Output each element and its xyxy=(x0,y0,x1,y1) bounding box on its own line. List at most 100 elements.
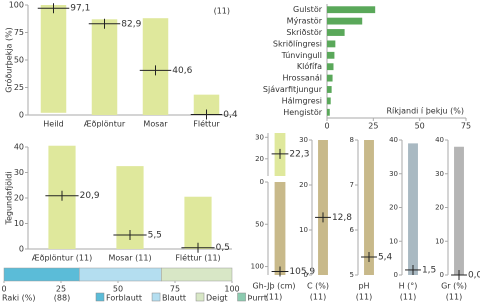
y-tick-label: 30 xyxy=(255,133,264,141)
y-axis-label: Tegundafjöldi xyxy=(5,171,14,225)
panel-count: (11) xyxy=(446,293,462,302)
range-bar xyxy=(364,140,374,275)
y-tick-label: Mýrastör xyxy=(287,17,323,26)
y-tick-label: 30 xyxy=(389,170,398,178)
range-bar xyxy=(408,143,418,275)
x-tick-label: Æðplöntur (11) xyxy=(32,254,92,263)
y-tick-label: 20 xyxy=(389,204,398,212)
value-label: 5,5 xyxy=(148,230,162,240)
bar xyxy=(327,63,334,71)
y-tick-label: 0 xyxy=(440,271,444,279)
x-tick-label: Æðplöntur xyxy=(84,120,126,129)
legend-swatch xyxy=(195,292,205,302)
panel-count: (11) xyxy=(400,293,416,302)
range-bar xyxy=(274,182,286,275)
x-tick-label: Mosar (11) xyxy=(108,254,151,263)
y-tick-label: 10 xyxy=(389,237,398,245)
y-tick-label: 40 xyxy=(14,143,24,152)
value-label: 105,9 xyxy=(289,267,315,277)
x-tick-label: 50 xyxy=(415,122,425,131)
y-tick-label: Hengistör xyxy=(283,108,323,117)
x-tick-label: 0 xyxy=(1,285,6,294)
x-tick-label: 50 xyxy=(113,285,123,294)
y-tick-label: Skriðlíngresi xyxy=(273,39,322,48)
x-tick-label: Fléttur xyxy=(193,119,220,129)
x-tick-label: 75 xyxy=(461,122,471,131)
x-tick-label: Mosar xyxy=(143,120,168,129)
y-tick-label: 25 xyxy=(14,83,24,92)
x-tick-label: 25 xyxy=(56,285,66,294)
y-tick-label: 40 xyxy=(389,136,398,144)
x-axis-label: Raki (%) xyxy=(2,294,36,303)
annotation: (11) xyxy=(214,7,230,16)
bar xyxy=(327,51,335,59)
y-tick-label: 6 xyxy=(350,226,355,234)
bar xyxy=(327,74,333,82)
bar xyxy=(327,108,330,116)
value-label: 5,4 xyxy=(378,253,393,263)
y-tick-label: 30 xyxy=(299,136,308,144)
panel-title: Gr (%) xyxy=(441,282,467,291)
x-tick-label: Fléttur (11) xyxy=(175,253,220,263)
range-bar xyxy=(40,5,67,113)
x-axis-label: Ríkjandi í þekju (%) xyxy=(386,107,464,116)
range-bar xyxy=(454,146,464,275)
value-label: 97,1 xyxy=(70,4,90,14)
panel-title: pH xyxy=(358,282,369,291)
value-label: 0,0 xyxy=(468,271,480,281)
range-bar xyxy=(318,140,328,275)
y-tick-label: 0 xyxy=(19,245,24,254)
segment xyxy=(3,267,80,282)
y-tick-label: 10 xyxy=(14,219,24,228)
legend-label: Blautt xyxy=(162,294,186,303)
y-tick-label: 20 xyxy=(299,181,308,189)
bar xyxy=(327,97,331,105)
panel-title: C (%) xyxy=(307,282,329,291)
range-bar xyxy=(91,19,118,115)
segment xyxy=(161,267,233,282)
panel-count: (11) xyxy=(266,293,282,302)
y-tick-label: Gulstör xyxy=(293,5,323,14)
y-tick-label: 50 xyxy=(14,56,24,65)
value-label: 12,8 xyxy=(332,213,352,223)
bar xyxy=(327,6,376,14)
x-tick-label: 100 xyxy=(224,285,239,294)
value-label: 40,6 xyxy=(172,66,192,76)
value-label: 0,4 xyxy=(223,110,238,120)
y-tick-label: 40 xyxy=(435,136,444,144)
y-tick-label: Klófífa xyxy=(297,61,322,71)
panel-title: H (°) xyxy=(399,282,418,291)
bar xyxy=(327,40,336,48)
range-bar xyxy=(184,196,212,249)
y-tick-label: 10 xyxy=(435,237,444,245)
y-tick-label: Hálmgresi xyxy=(282,96,322,105)
y-tick-label: Hrossanál xyxy=(283,74,322,83)
y-tick-label: 10 xyxy=(299,226,308,234)
y-tick-label: 30 xyxy=(435,170,444,178)
annotation: (88) xyxy=(54,294,70,303)
y-tick-label: 5 xyxy=(350,271,354,279)
y-tick-label: Sjávarfitjungur xyxy=(263,85,323,94)
y-tick-label: 50 xyxy=(255,220,264,228)
panel-count: (11) xyxy=(356,293,372,302)
value-label: 20,9 xyxy=(80,191,100,201)
y-tick-label: 20 xyxy=(435,204,444,212)
y-tick-label: 7 xyxy=(350,181,354,189)
y-tick-label: 75 xyxy=(14,28,24,37)
y-tick-label: 20 xyxy=(255,155,264,163)
y-tick-label: Skriðstör xyxy=(286,28,322,37)
value-label: 22,3 xyxy=(289,149,309,159)
legend-label: Deigt xyxy=(206,294,228,303)
bar xyxy=(327,29,345,36)
panel-count: (11) xyxy=(310,293,326,302)
y-tick-label: 100 xyxy=(9,1,24,10)
legend-swatch xyxy=(151,292,161,302)
y-tick-label: 0 xyxy=(19,111,24,120)
segment xyxy=(78,267,162,282)
legend-label: Þurrt xyxy=(248,294,267,303)
panel-title: Gh-Jþ (cm) xyxy=(252,282,295,291)
y-tick-label: Túnvingull xyxy=(281,51,322,60)
y-tick-label: 20 xyxy=(14,194,24,203)
bar xyxy=(327,86,332,93)
